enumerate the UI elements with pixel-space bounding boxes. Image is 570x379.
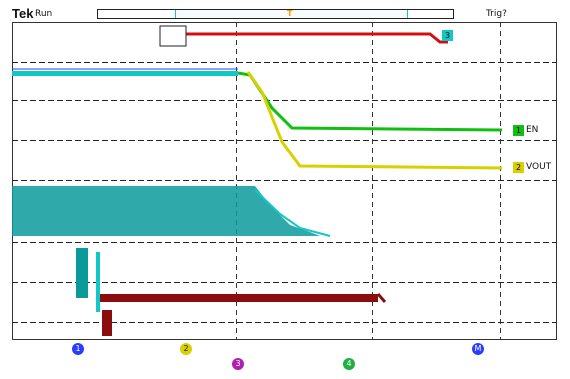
ch1-label: EN [526,125,539,135]
trigger-status: Trig? [486,9,507,19]
teal-waveform-edge [254,189,331,237]
record-overview-window [175,10,408,18]
run-state: Run [35,9,53,19]
ch4-waveform-stub [102,310,112,336]
ch4-badge[interactable]: 4 [343,358,355,370]
ch2-waveform [246,71,503,170]
grid-line [12,62,557,63]
grid-line [12,140,557,141]
brand-logo: Tek [12,6,34,21]
grid-line [372,22,373,340]
graticule [12,22,557,340]
grid-center-line [236,22,237,340]
teal-waveform-block [12,186,320,236]
ch2-ground-marker-icon[interactable]: 2 [513,162,524,173]
teal-vertical-bar [76,248,88,298]
grid-line [12,180,557,181]
cyan-trace-band [12,71,238,76]
grid-line [12,242,557,243]
grid-line [12,322,557,323]
grid-line [500,22,501,340]
ch3-waveform [186,32,448,44]
ch1-waveform [237,71,503,132]
trigger-marker-icon: T [287,9,293,18]
grid-line [12,100,557,101]
record-overview-bar[interactable]: T [97,9,454,19]
ch2-badge[interactable]: 2 [180,343,192,355]
ch3-region-box [159,25,187,47]
ch3-badge[interactable]: 3 [232,358,244,370]
grid-line [12,282,557,283]
ch3-marker-icon[interactable]: 3 [442,30,453,41]
ch1-ground-marker-icon[interactable]: 1 [513,125,524,136]
math-badge[interactable]: M [472,343,484,355]
ch2-label: VOUT [526,162,552,172]
ch1-badge[interactable]: 1 [72,343,84,355]
ch4-waveform-high [100,294,378,302]
teal-vertical-bar [96,252,100,312]
ch4-waveform-edge [376,293,387,303]
